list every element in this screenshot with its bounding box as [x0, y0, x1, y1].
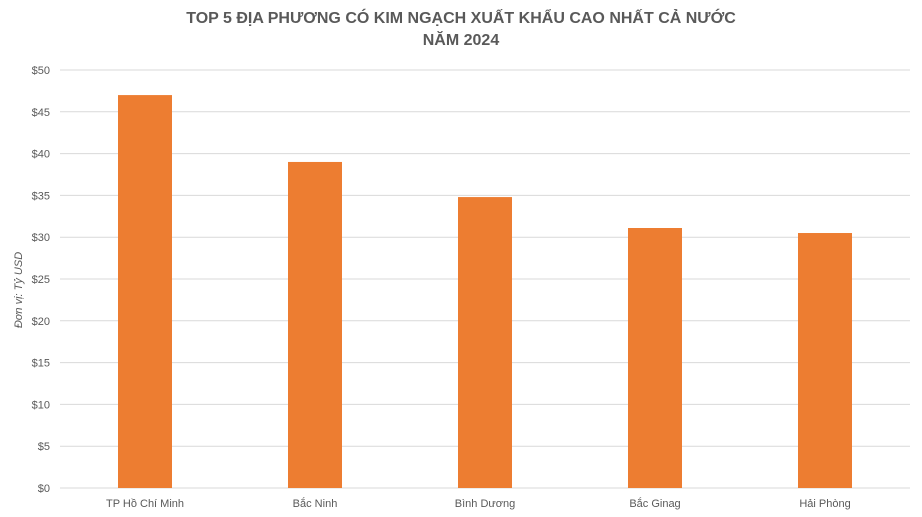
chart-title-line-1: TOP 5 ĐỊA PHƯƠNG CÓ KIM NGẠCH XUẤT KHẨU … [186, 10, 736, 27]
y-tick-label: $25 [32, 274, 50, 286]
bar [798, 233, 852, 488]
x-tick-label: Bắc Ginag [629, 497, 680, 510]
y-tick-label: $10 [32, 399, 50, 411]
x-tick-label: Bình Dương [455, 498, 515, 510]
x-tick-label: Bắc Ninh [293, 497, 338, 510]
y-tick-label: $20 [32, 316, 50, 328]
y-tick-label: $35 [32, 190, 50, 202]
y-tick-label: $40 [32, 149, 50, 161]
bar [118, 95, 172, 488]
x-tick-label: Hải Phòng [799, 498, 850, 510]
bar [458, 197, 512, 488]
bar [628, 228, 682, 488]
chart-title: TOP 5 ĐỊA PHƯƠNG CÓ KIM NGẠCH XUẤT KHẨU … [0, 8, 922, 52]
y-tick-label: $50 [32, 65, 50, 77]
y-tick-label: $45 [32, 107, 50, 119]
y-tick-label: $15 [32, 358, 50, 370]
y-tick-label: $30 [32, 232, 50, 244]
y-tick-label: $5 [38, 441, 50, 453]
x-tick-label: TP Hồ Chí Minh [106, 498, 184, 510]
y-tick-label: $0 [38, 483, 50, 495]
chart-title-line-2: NĂM 2024 [422, 32, 500, 49]
bar [288, 161, 342, 488]
